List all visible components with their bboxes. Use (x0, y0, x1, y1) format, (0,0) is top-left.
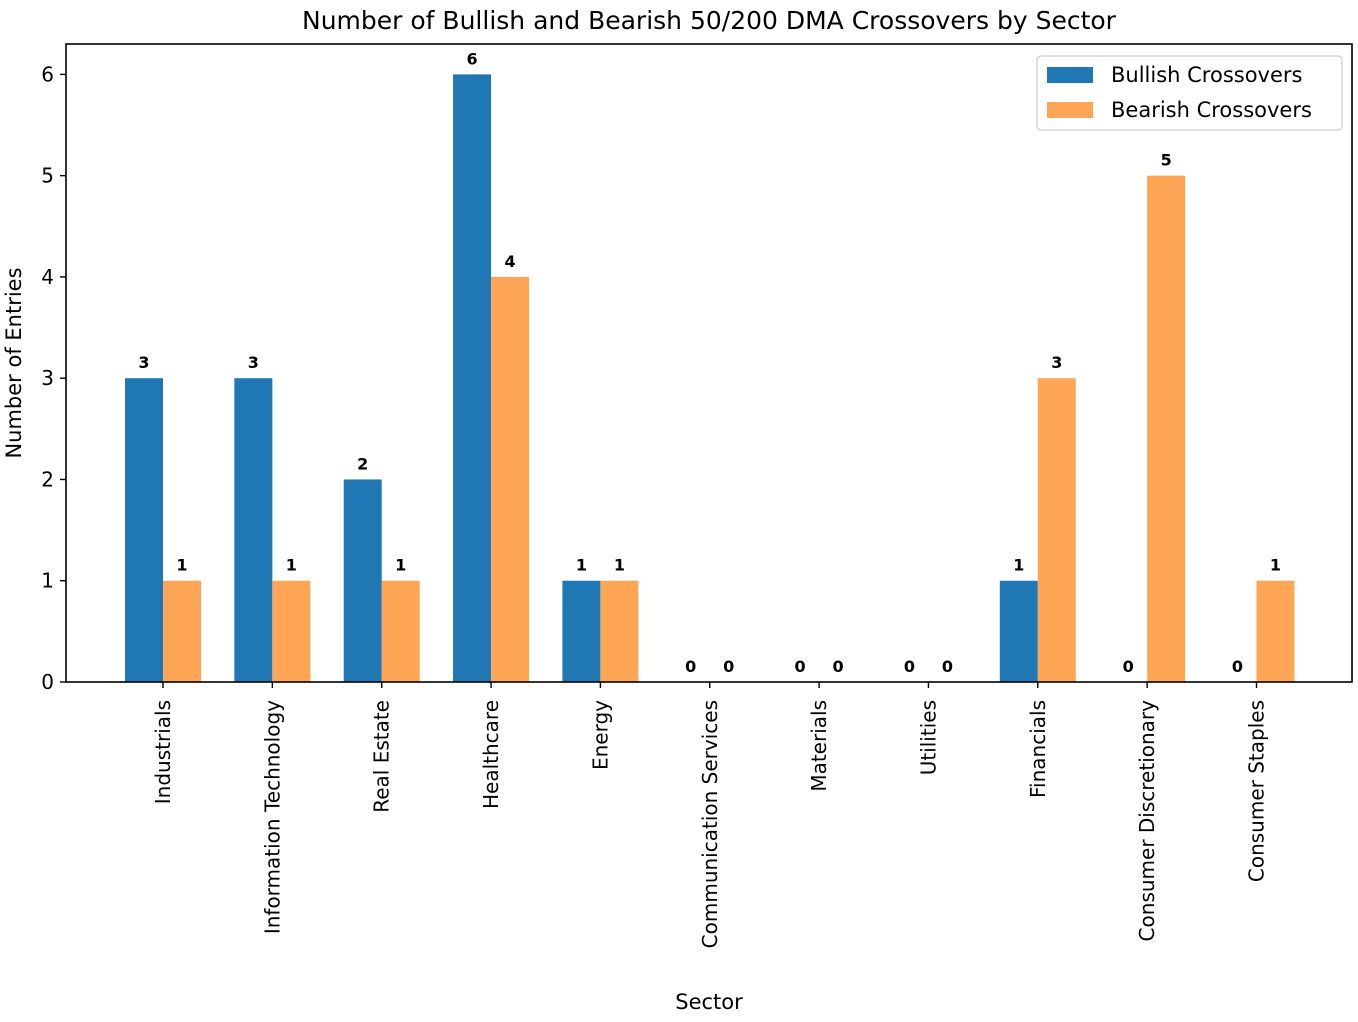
x-tick-label: Energy (588, 700, 612, 770)
bar-value-label: 1 (176, 556, 187, 575)
y-tick-label: 1 (41, 569, 54, 593)
y-axis-label: Number of Entries (2, 267, 26, 458)
bar-value-label: 0 (1232, 657, 1243, 676)
bar-bullish (125, 378, 163, 682)
bar-value-label: 0 (904, 657, 915, 676)
bar-bearish (1037, 378, 1076, 682)
legend-label: Bullish Crossovers (1111, 63, 1302, 87)
x-tick-label: Healthcare (479, 700, 503, 809)
bar-bearish (163, 580, 201, 682)
y-tick-label: 6 (41, 62, 54, 86)
bar-value-label: 0 (723, 657, 734, 676)
x-tick-label: Real Estate (370, 700, 394, 813)
bar-value-label: 1 (614, 556, 625, 575)
bar-value-label: 1 (286, 556, 297, 575)
bar-value-label: 0 (685, 657, 696, 676)
bar-bearish (600, 580, 639, 682)
legend-swatch (1047, 102, 1093, 118)
bar-bullish (562, 580, 601, 682)
legend-frame (1036, 55, 1343, 131)
bars-group (125, 74, 1295, 682)
y-tick-label: 0 (41, 670, 54, 694)
x-tick-label: Industrials (151, 700, 175, 804)
bar-value-label: 3 (248, 353, 259, 372)
legend: Bullish Crossovers Bearish Crossovers (1036, 55, 1343, 131)
bar-value-label: 4 (504, 252, 515, 271)
y-tick-label: 4 (41, 265, 54, 289)
bar-bearish (272, 580, 311, 682)
plot-frame (65, 43, 1353, 683)
legend-label: Bearish Crossovers (1111, 98, 1312, 122)
bar-value-label: 0 (1123, 657, 1134, 676)
bar-bullish (234, 378, 273, 682)
x-axis: Industrials Information Technology Real Es… (151, 682, 1269, 948)
x-tick-label: Materials (807, 700, 831, 792)
bar-value-label: 3 (1051, 353, 1062, 372)
bar-value-label: 3 (138, 353, 149, 372)
bar-value-label: 2 (357, 454, 368, 473)
chart-title: Number of Bullish and Bearish 50/200 DMA… (302, 6, 1117, 35)
bar-value-label: 0 (942, 657, 953, 676)
bar-value-label: 1 (1270, 556, 1281, 575)
bar-value-label: 1 (395, 556, 406, 575)
x-tick-label: Consumer Staples (1245, 700, 1269, 882)
x-tick-label: Communication Services (698, 700, 722, 948)
bar-value-label: 1 (576, 556, 587, 575)
bar-bullish (343, 479, 382, 682)
bar-bullish (999, 580, 1038, 682)
bar-bearish (491, 276, 530, 682)
bar-value-label: 5 (1161, 151, 1172, 170)
y-tick-label: 2 (41, 467, 54, 491)
x-tick-label: Financials (1026, 700, 1050, 798)
bar-value-label: 0 (833, 657, 844, 676)
bar-bearish (1256, 580, 1295, 682)
bar-bullish (453, 74, 492, 682)
x-axis-label: Sector (675, 990, 743, 1014)
x-tick-label: Consumer Discretionary (1135, 700, 1159, 942)
bar-bearish (381, 580, 420, 682)
bar-value-label: 0 (795, 657, 806, 676)
y-tick-label: 3 (41, 366, 54, 390)
y-axis: 0 1 2 3 4 5 6 (41, 62, 66, 694)
x-tick-label: Information Technology (260, 700, 284, 934)
bar-bearish (1147, 175, 1186, 682)
legend-swatch (1047, 67, 1093, 83)
x-tick-label: Utilities (916, 700, 940, 775)
bar-value-label: 1 (1013, 556, 1024, 575)
bar-value-label: 6 (466, 49, 477, 68)
y-tick-label: 5 (41, 164, 54, 188)
